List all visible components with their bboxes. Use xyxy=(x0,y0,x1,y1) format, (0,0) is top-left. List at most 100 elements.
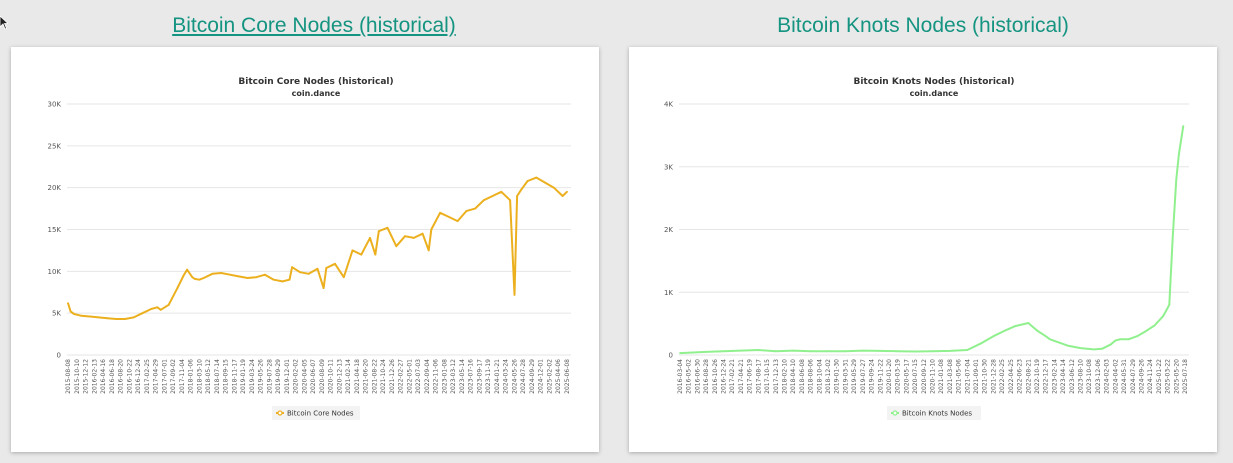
data-point xyxy=(186,268,189,271)
data-point xyxy=(404,235,406,238)
data-point xyxy=(73,313,75,315)
x-tick-label: 2016-05-02 xyxy=(686,359,693,394)
x-tick-label: 2021-10-24 xyxy=(380,359,387,394)
x-tick-label: 2018-02-10 xyxy=(781,359,788,394)
x-tick-label: 2021-04-18 xyxy=(354,359,361,394)
data-point xyxy=(89,315,91,318)
data-point xyxy=(1182,125,1185,127)
core-nodes-heading-link[interactable]: Bitcoin Core Nodes (historical) xyxy=(172,14,456,37)
data-point xyxy=(421,232,424,235)
data-point xyxy=(159,308,162,311)
data-point xyxy=(979,342,982,345)
data-point xyxy=(150,308,153,310)
x-tick-label: 2018-01-06 xyxy=(188,359,195,394)
data-point xyxy=(1027,322,1030,324)
x-tick-label: 2018-06-08 xyxy=(799,359,806,394)
data-point xyxy=(692,351,694,354)
y-tick-label: 0 xyxy=(57,352,61,360)
x-tick-label: 2018-07-14 xyxy=(214,359,221,394)
data-point xyxy=(500,190,503,193)
data-point xyxy=(334,262,336,265)
x-tick-label: 2024-09-29 xyxy=(529,359,536,394)
x-tick-label: 2023-08-10 xyxy=(1078,359,1085,394)
data-point xyxy=(325,267,328,269)
data-point xyxy=(1066,344,1069,347)
data-point xyxy=(115,318,117,320)
data-point xyxy=(395,245,398,248)
core-nodes-chart: Bitcoin Core Nodes (historical) coin.danc… xyxy=(48,77,571,420)
x-tick-label: 2025-03-22 xyxy=(1165,359,1172,394)
data-point xyxy=(80,314,82,317)
x-tick-label: 2021-05-06 xyxy=(956,359,963,394)
x-tick-label: 2022-09-04 xyxy=(424,359,431,394)
data-point xyxy=(1014,325,1017,327)
x-tick-label: 2020-08-09 xyxy=(319,359,326,394)
data-point xyxy=(1092,348,1095,351)
mouse-cursor-icon xyxy=(0,16,8,30)
x-tick-label: 2021-09-01 xyxy=(973,359,980,394)
data-point xyxy=(322,287,325,289)
knots-nodes-chart: Bitcoin Knots Nodes (historical) coin.dan… xyxy=(664,77,1189,420)
data-point xyxy=(992,335,995,338)
x-tick-label: 2016-06-18 xyxy=(109,359,116,394)
data-point xyxy=(106,317,109,320)
x-tick-label: 2020-04-05 xyxy=(301,359,308,394)
x-tick-label: 2016-06-30 xyxy=(694,359,701,394)
data-point xyxy=(198,278,201,281)
y-tick-label: 10K xyxy=(48,268,62,276)
x-tick-label: 2019-07-27 xyxy=(860,359,867,394)
x-tick-label: 2017-06-19 xyxy=(747,359,754,394)
data-point xyxy=(1144,330,1147,333)
x-tick-label: 2023-01-08 xyxy=(441,359,448,394)
x-tick-label: 2024-02-03 xyxy=(1104,359,1111,394)
data-point xyxy=(1079,347,1082,349)
data-point xyxy=(1153,324,1156,327)
legend[interactable]: Bitcoin Knots Nodes xyxy=(887,406,981,420)
legend[interactable]: Bitcoin Core Nodes xyxy=(272,406,360,420)
y-tick-label: 4K xyxy=(664,101,673,109)
x-tick-label: 2024-03-24 xyxy=(503,359,510,394)
data-point xyxy=(220,272,223,274)
data-point xyxy=(156,306,159,309)
data-point xyxy=(374,253,377,256)
data-point xyxy=(516,195,518,197)
x-tick-label: 2019-03-24 xyxy=(249,359,256,394)
x-tick-label: 2021-07-04 xyxy=(964,359,971,394)
x-tick-label: 2021-10-30 xyxy=(982,359,989,394)
y-tick-label: 25K xyxy=(48,142,62,150)
x-tick-label: 2017-04-21 xyxy=(738,359,745,394)
x-tick-label: 2021-01-08 xyxy=(938,359,945,394)
x-tick-label: 2015-12-12 xyxy=(83,359,90,394)
legend-background xyxy=(272,406,360,420)
x-tick-label: 2023-07-16 xyxy=(468,359,475,394)
y-tick-label: 20K xyxy=(48,184,62,192)
data-point xyxy=(1049,338,1051,341)
x-tick-label: 2022-06-23 xyxy=(1017,359,1024,394)
y-tick-label: 5K xyxy=(52,310,61,318)
data-point xyxy=(67,302,69,304)
x-tick-label: 2019-05-29 xyxy=(851,359,858,394)
x-tick-label: 2016-12-24 xyxy=(721,359,728,394)
data-point xyxy=(553,186,555,189)
data-point xyxy=(272,278,275,281)
x-tick-label: 2022-10-19 xyxy=(1034,359,1041,394)
data-point xyxy=(520,188,523,191)
x-tick-label: 2025-06-08 xyxy=(564,359,571,394)
x-tick-label: 2024-05-26 xyxy=(511,359,518,394)
x-tick-label: 2017-07-01 xyxy=(161,359,168,394)
chart-title: Bitcoin Core Nodes (historical) xyxy=(238,77,393,87)
x-tick-label: 2017-08-17 xyxy=(755,359,762,394)
legend-label: Bitcoin Knots Nodes xyxy=(902,410,972,418)
data-point xyxy=(740,349,742,352)
data-point xyxy=(861,349,864,352)
data-point xyxy=(1136,335,1138,338)
data-point xyxy=(264,273,266,276)
legend-marker-icon xyxy=(277,410,283,416)
x-tick-label: 2020-06-07 xyxy=(310,359,317,394)
x-tick-label: 2023-05-14 xyxy=(459,359,466,394)
x-tick-label: 2024-12-01 xyxy=(538,359,545,394)
data-point xyxy=(1044,335,1047,338)
x-tick-label: 2016-12-24 xyxy=(135,359,142,394)
data-point xyxy=(949,350,951,352)
x-tick-label: 2023-12-06 xyxy=(1095,359,1102,394)
